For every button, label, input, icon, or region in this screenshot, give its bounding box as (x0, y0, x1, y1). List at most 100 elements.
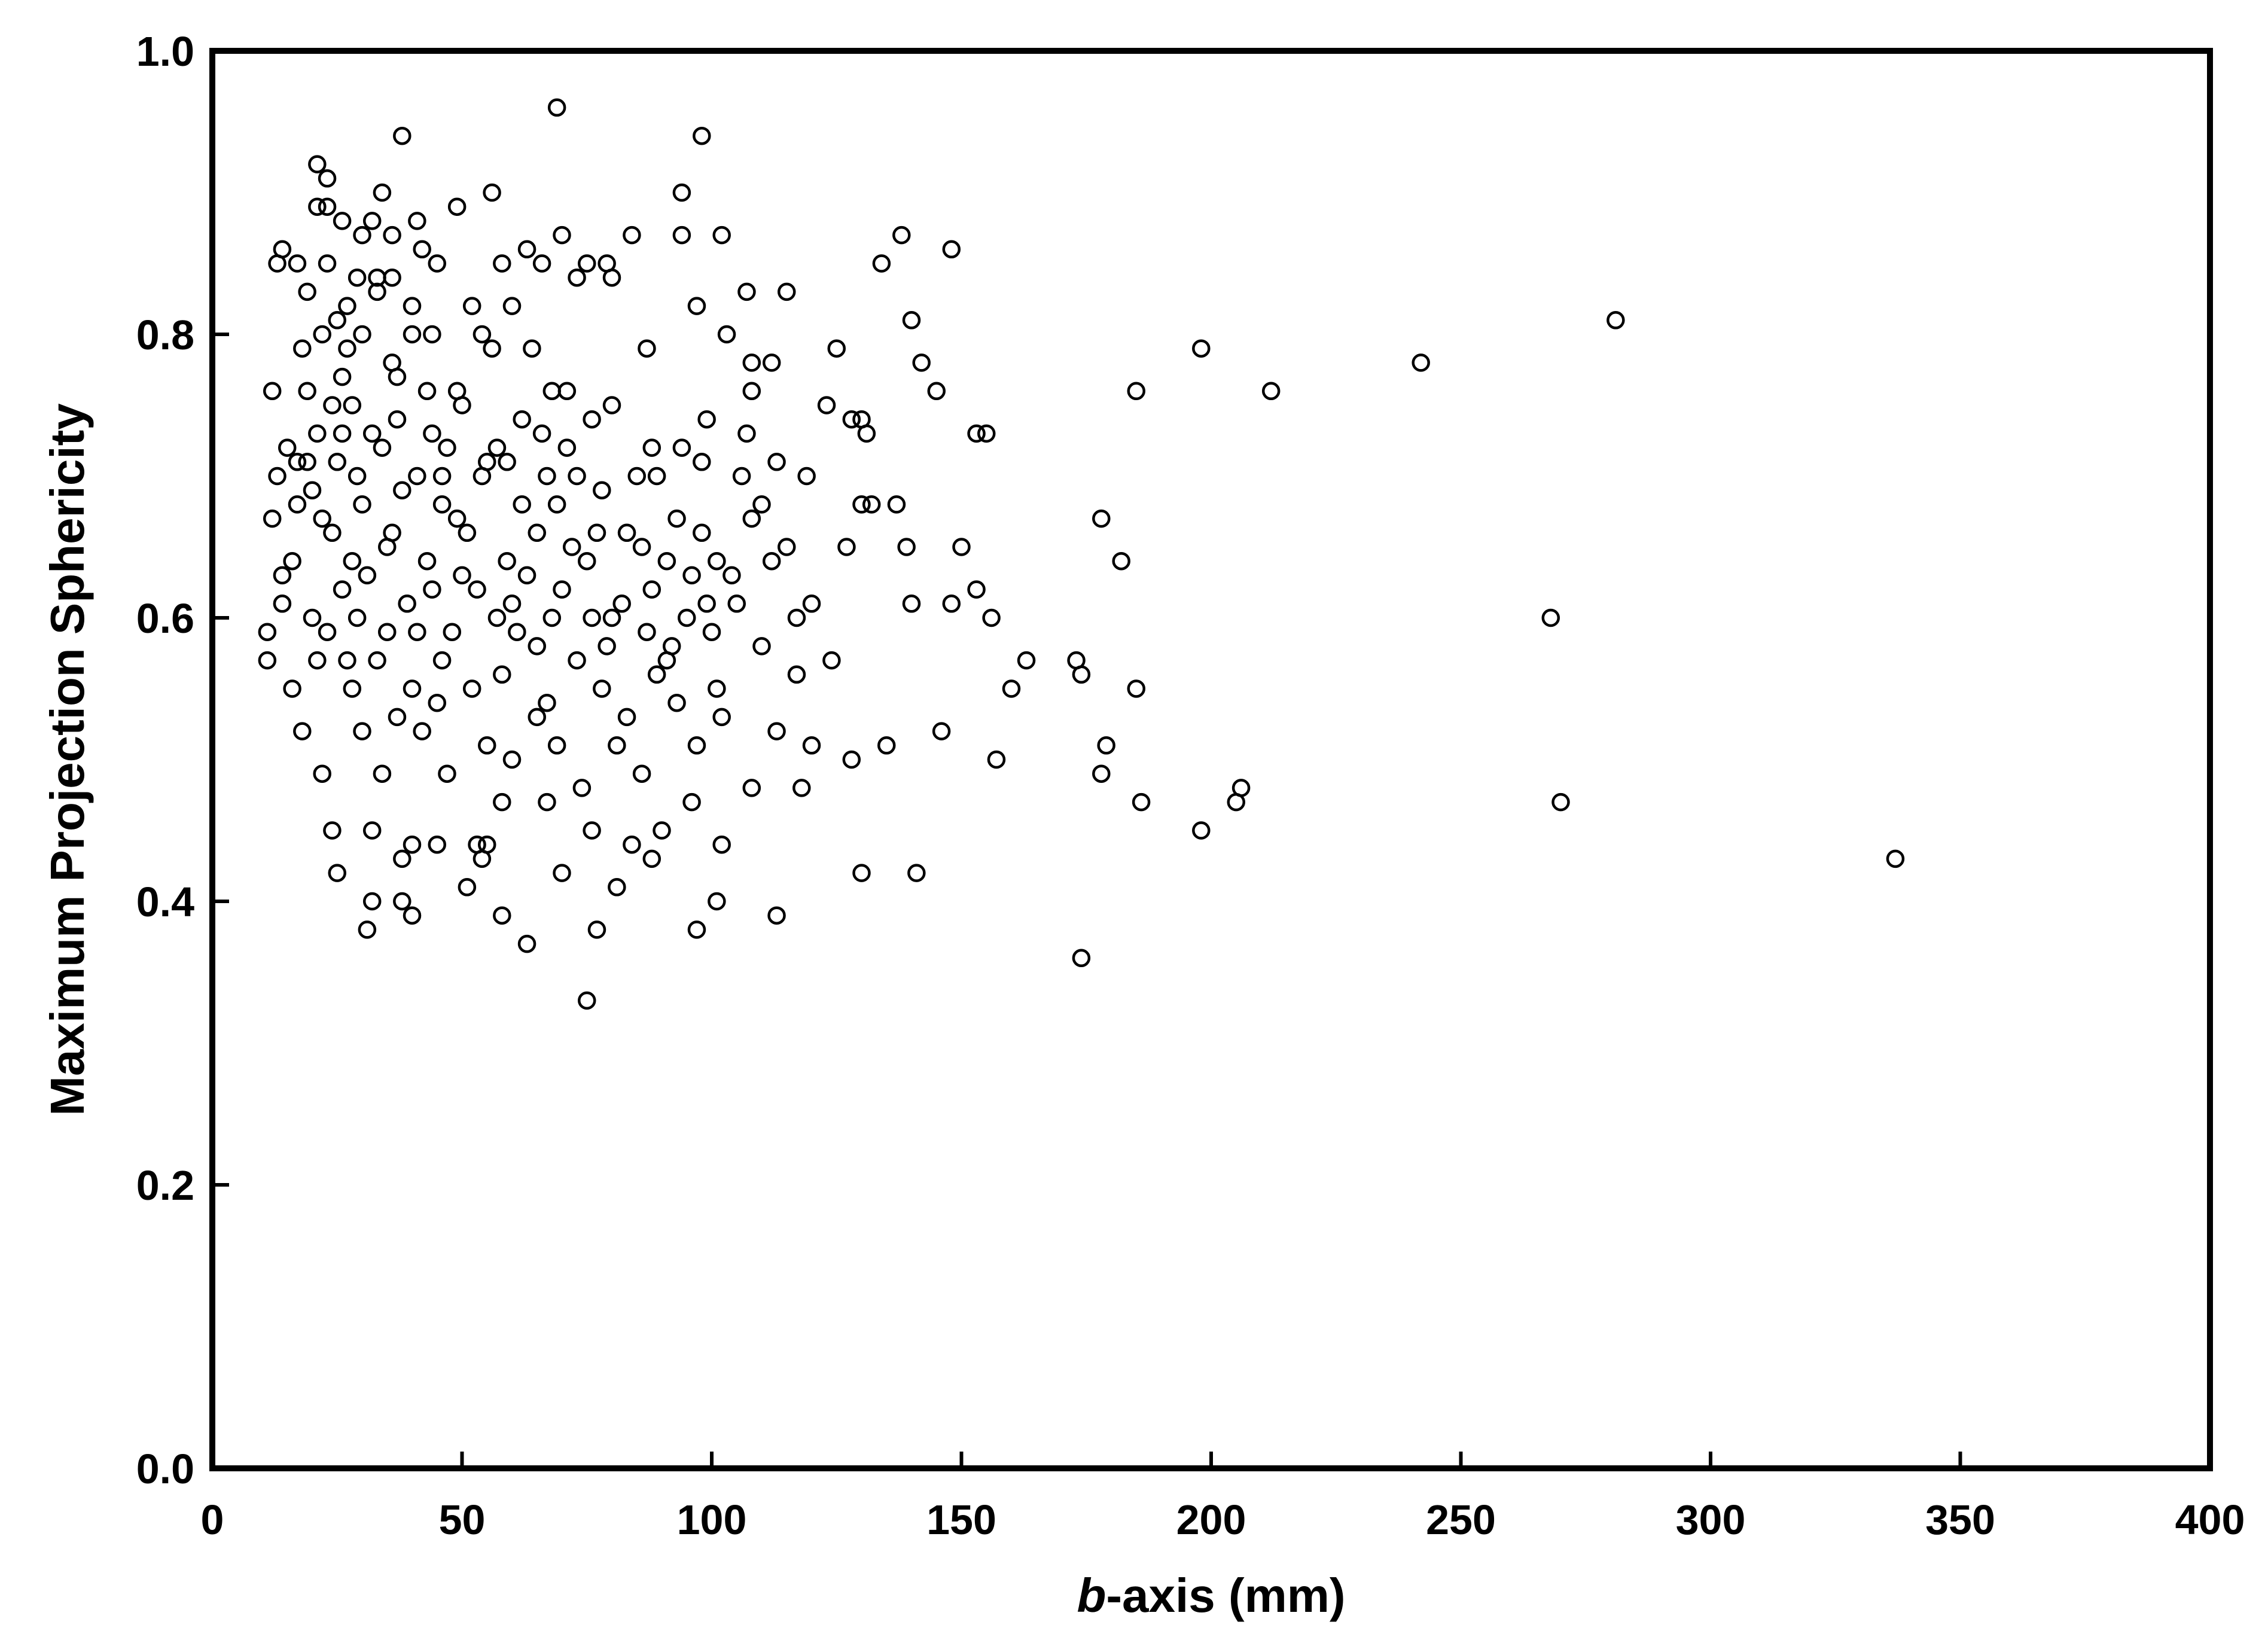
data-point (343, 396, 362, 414)
data-point (502, 595, 522, 613)
data-point (627, 467, 646, 486)
y-tick-label: 0.2 (136, 1162, 194, 1209)
data-point (687, 736, 706, 755)
data-point (602, 608, 621, 627)
data-point (347, 268, 367, 287)
data-point (388, 367, 407, 386)
data-point (263, 382, 282, 401)
data-point (742, 509, 761, 528)
data-point (557, 438, 577, 457)
data-point (942, 595, 961, 613)
data-point (523, 339, 541, 358)
y-axis-title: Maximum Projection Sphericity (41, 403, 94, 1116)
data-point (1551, 792, 1570, 812)
data-point (288, 453, 307, 471)
data-point (353, 495, 371, 514)
y-tick-label: 0.0 (136, 1446, 194, 1492)
data-point (403, 679, 422, 698)
data-point (343, 679, 362, 698)
data-point (393, 481, 411, 499)
data-point (313, 764, 331, 783)
data-point (587, 523, 606, 542)
data-point (837, 538, 856, 556)
data-point (638, 623, 656, 641)
data-point (408, 212, 426, 230)
data-point (797, 467, 816, 486)
data-point (682, 566, 701, 585)
data-point (672, 438, 691, 457)
data-point (827, 339, 846, 358)
data-point (547, 98, 566, 117)
data-point (318, 254, 337, 273)
data-point (862, 495, 881, 514)
data-point (393, 849, 411, 868)
y-axis: 0.0 0.2 0.4 0.6 0.8 1.0 (136, 28, 229, 1492)
data-point (1092, 509, 1111, 528)
data-point (328, 311, 346, 330)
data-point (333, 424, 352, 443)
data-point (617, 708, 636, 727)
data-point (672, 183, 691, 202)
data-point (308, 424, 327, 443)
data-point (657, 651, 676, 670)
data-point (423, 580, 441, 599)
data-point (413, 722, 431, 740)
data-point (288, 254, 307, 273)
data-point (632, 538, 651, 556)
data-point (417, 551, 437, 571)
y-tick-label: 0.8 (136, 312, 194, 358)
data-point (308, 197, 327, 216)
data-point (263, 509, 282, 528)
data-point (842, 750, 861, 769)
data-point (568, 268, 586, 287)
data-point (273, 595, 292, 613)
data-point (517, 240, 536, 259)
x-tick-label: 200 (1176, 1496, 1246, 1543)
data-point (493, 906, 511, 925)
data-point (453, 566, 471, 585)
y-tick-label: 0.4 (136, 879, 194, 925)
data-point (538, 467, 556, 486)
data-point (602, 396, 621, 414)
data-point (792, 779, 811, 797)
data-point (767, 453, 786, 471)
data-point (952, 538, 971, 556)
data-point (697, 595, 716, 613)
data-point (702, 623, 721, 641)
data-point (562, 538, 581, 556)
data-point (472, 849, 492, 868)
data-point (472, 467, 492, 486)
data-point (502, 750, 522, 769)
data-point (557, 382, 577, 401)
data-point (712, 225, 731, 245)
data-point (368, 651, 386, 670)
x-tick-label: 300 (1676, 1496, 1746, 1543)
data-point (578, 551, 596, 571)
data-point (852, 864, 871, 882)
data-point (802, 595, 821, 613)
data-point (313, 325, 331, 344)
data-point (653, 821, 671, 840)
y-tick-label: 1.0 (136, 28, 194, 75)
data-point (517, 934, 536, 953)
data-point (623, 835, 641, 854)
data-point (678, 608, 696, 627)
data-point (657, 551, 676, 571)
data-point (817, 396, 836, 414)
data-point (498, 551, 516, 571)
data-point (1261, 382, 1281, 401)
data-point (428, 254, 446, 273)
data-point (368, 268, 386, 287)
data-point (708, 679, 726, 698)
data-point (362, 892, 382, 911)
data-point (528, 637, 546, 656)
data-point (742, 382, 761, 401)
data-point (438, 764, 456, 783)
data-point (502, 297, 522, 315)
data-point (513, 495, 531, 514)
data-point (283, 679, 301, 698)
data-point (333, 212, 352, 230)
data-point (1886, 849, 1905, 868)
data-point (752, 637, 771, 656)
